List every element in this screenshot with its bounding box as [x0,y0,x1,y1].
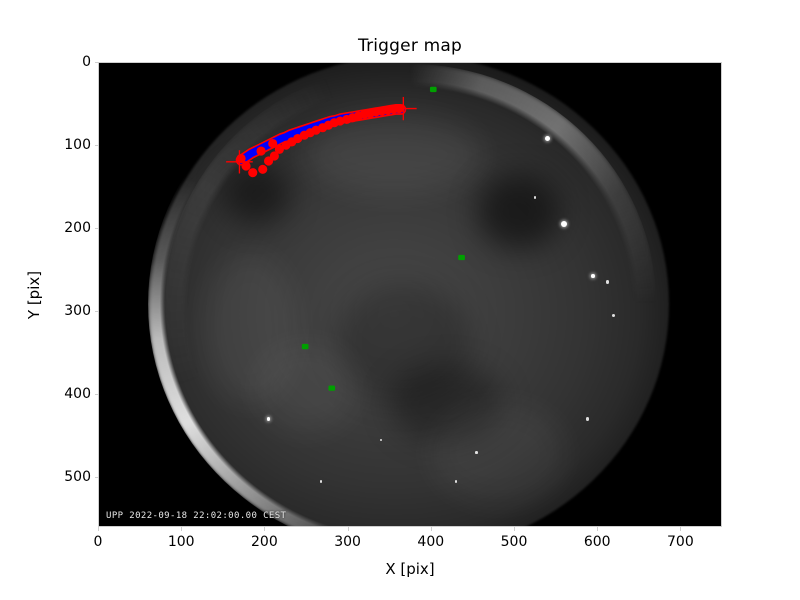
star-point [533,196,536,199]
detections-red [236,104,404,178]
horizon-glow-arc-secondary [163,64,657,527]
x-tick-label: 0 [93,534,103,550]
star-point [591,274,595,279]
star-point [605,280,609,284]
x-tick-mark [514,527,515,531]
y-axis-label-text: Y [pix] [25,270,44,319]
star-point [379,438,383,442]
x-tick-mark [430,527,432,531]
y-tick-mark [94,477,98,479]
star-point [560,220,567,227]
x-axis-label: X [pix] [385,560,435,578]
star-point [585,417,589,421]
x-tick-label: 600 [583,534,611,550]
star-field [98,62,722,527]
x-tick-label: 400 [417,534,445,550]
detection-marker [274,144,284,154]
star-point [454,480,457,483]
y-tick-mark [94,394,98,396]
star-point [475,450,478,454]
detection-overlay [226,86,465,391]
secondary-trigger-marker [458,254,465,261]
detection-marker [256,146,266,156]
detection-marker [241,161,251,171]
secondary-trigger-marker [429,86,437,93]
detection-marker [269,151,279,161]
x-tick-mark [680,527,682,531]
y-tick-mark [94,145,98,147]
y-tick-label: 300 [64,303,91,320]
star-point [544,135,550,141]
camera-timestamp: UPP 2022-09-18 22:02:00.00 CEST [106,511,287,521]
secondary-triggers-green [301,86,465,391]
star-point [266,417,271,421]
x-tick-label: 700 [667,534,694,550]
endpoints-red-cross [226,96,417,174]
secondary-trigger-marker [301,343,309,350]
x-tick-label: 200 [251,534,278,550]
x-tick-mark [597,527,599,531]
y-tick-label: 100 [64,137,91,154]
y-tick-label: 0 [82,54,91,70]
detection-marker [248,168,258,178]
plot-area[interactable]: UPP 2022-09-18 22:02:00.00 CEST [98,62,722,527]
page-title: Trigger map [357,36,462,56]
y-tick-mark [94,311,98,313]
y-tick-mark [94,62,98,63]
x-tick-label: 100 [167,534,195,550]
y-tick-label: 500 [64,469,91,486]
x-tick-mark [98,527,99,531]
y-tick-label: 200 [64,220,91,237]
x-tick-label: 500 [500,534,528,550]
detection-marker [268,138,278,149]
x-tick-label: 300 [334,534,361,550]
star-point [319,479,323,483]
secondary-trigger-marker [328,385,336,391]
y-axis-label: Y [pix] [24,62,44,527]
x-tick-mark [181,527,183,531]
y-tick-label: 400 [64,386,91,403]
x-tick-mark [264,527,266,531]
star-point [612,313,616,317]
y-tick-mark [94,228,98,230]
horizon-glow-arc [147,62,673,527]
x-tick-mark [347,527,349,531]
detection-marker [258,164,268,174]
